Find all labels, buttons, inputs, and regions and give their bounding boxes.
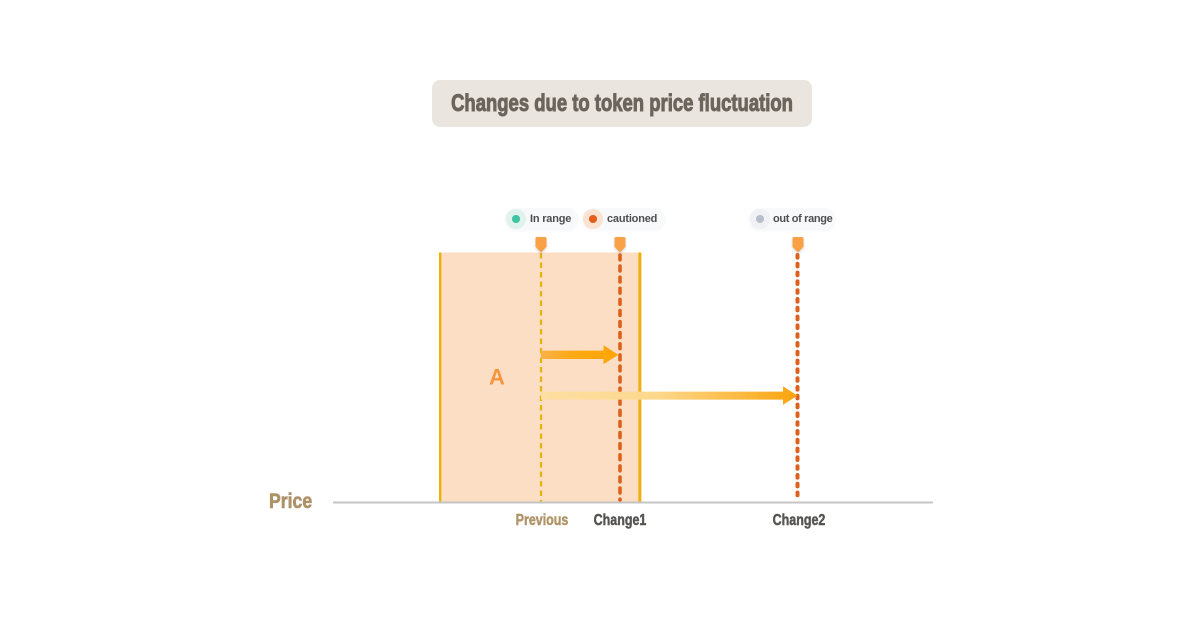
svg-text:A: A [489,365,505,390]
